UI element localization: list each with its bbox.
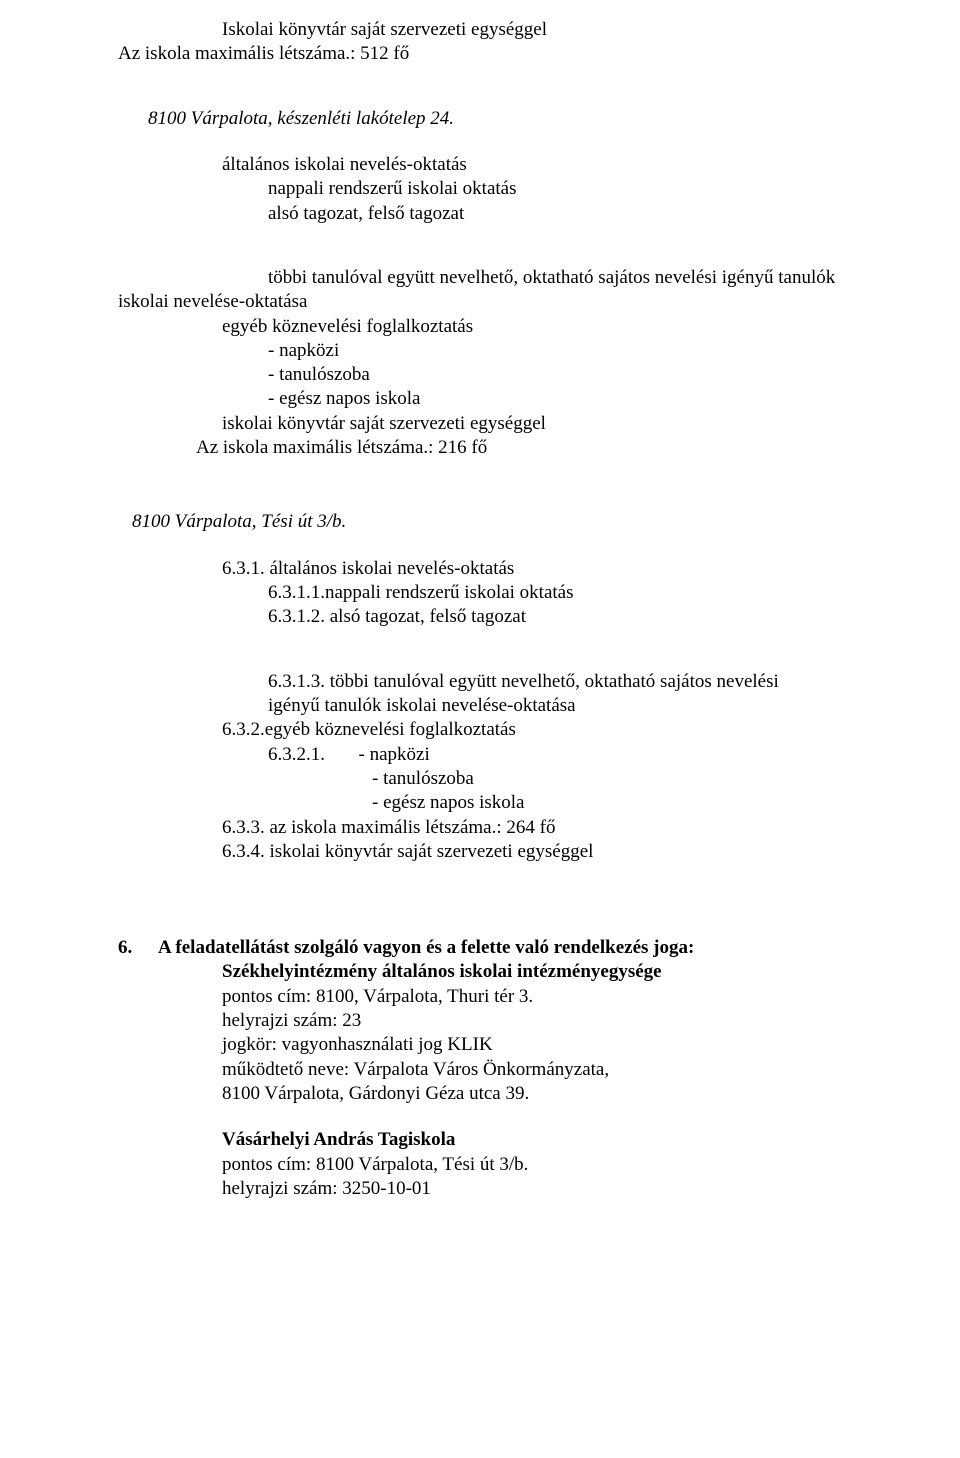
address-tesi: 8100 Várpalota, Tési út 3/b. bbox=[118, 510, 870, 534]
line-max-512: Az iskola maximális létszáma.: 512 fő bbox=[118, 42, 870, 66]
block2-line3: egyéb köznevelési foglalkoztatás bbox=[118, 315, 870, 339]
sec6-line6: 8100 Várpalota, Gárdonyi Géza utca 39. bbox=[118, 1082, 870, 1106]
address-keszenleti: 8100 Várpalota, készenléti lakótelep 24. bbox=[118, 107, 870, 131]
block2-line5: - tanulószoba bbox=[118, 363, 870, 387]
sec6-line1: Székhelyintézmény általános iskolai inté… bbox=[118, 960, 870, 984]
sec6-line3: helyrajzi szám: 23 bbox=[118, 1009, 870, 1033]
item-6-3-1-3a: 6.3.1.3. többi tanulóval együtt nevelhet… bbox=[118, 670, 870, 694]
item-6-3-1-3b: igényű tanulók iskolai nevelése-oktatása bbox=[118, 694, 870, 718]
sec6-sub-title: Vásárhelyi András Tagiskola bbox=[118, 1128, 870, 1152]
block2-line1: többi tanulóval együtt nevelhető, oktath… bbox=[118, 266, 870, 290]
item-6-3-2-1d: - egész napos iskola bbox=[118, 791, 870, 815]
item-6-3-1-1: 6.3.1.1.nappali rendszerű iskolai oktatá… bbox=[118, 581, 870, 605]
block2-line8: Az iskola maximális létszáma.: 216 fő bbox=[118, 436, 870, 460]
section-6-title: A feladatellátást szolgáló vagyon és a f… bbox=[158, 936, 870, 960]
block2-line6: - egész napos iskola bbox=[118, 387, 870, 411]
item-6-3-2-1c: - tanulószoba bbox=[118, 767, 870, 791]
item-6-3-2-1-num: 6.3.2.1. bbox=[268, 744, 325, 765]
block1-line3: alsó tagozat, felső tagozat bbox=[118, 202, 870, 226]
sec6-line5: működtető neve: Várpalota Város Önkormán… bbox=[118, 1058, 870, 1082]
item-6-3-2: 6.3.2.egyéb köznevelési foglalkoztatás bbox=[118, 718, 870, 742]
block1-line2: nappali rendszerű iskolai oktatás bbox=[118, 177, 870, 201]
section-6-number: 6. bbox=[118, 936, 158, 960]
item-6-3-1: 6.3.1. általános iskolai nevelés-oktatás bbox=[118, 557, 870, 581]
section-6-header: 6. A feladatellátást szolgáló vagyon és … bbox=[118, 936, 870, 960]
block1-line1: általános iskolai nevelés-oktatás bbox=[118, 153, 870, 177]
item-6-3-1-2: 6.3.1.2. alsó tagozat, felső tagozat bbox=[118, 605, 870, 629]
block2-line7: iskolai könyvtár saját szervezeti egység… bbox=[118, 412, 870, 436]
sec6-sub-line2: helyrajzi szám: 3250-10-01 bbox=[118, 1177, 870, 1201]
block2-line2: iskolai nevelése-oktatása bbox=[118, 290, 870, 314]
item-6-3-2-1-txt: - napközi bbox=[359, 744, 430, 765]
sec6-line4: jogkör: vagyonhasználati jog KLIK bbox=[118, 1033, 870, 1057]
item-6-3-4: 6.3.4. iskolai könyvtár saját szervezeti… bbox=[118, 840, 870, 864]
line-library: Iskolai könyvtár saját szervezeti egység… bbox=[118, 18, 870, 42]
item-6-3-3: 6.3.3. az iskola maximális létszáma.: 26… bbox=[118, 816, 870, 840]
block2-line4: - napközi bbox=[118, 339, 870, 363]
item-6-3-2-1: 6.3.2.1. - napközi bbox=[118, 743, 870, 767]
sec6-sub-line1: pontos cím: 8100 Várpalota, Tési út 3/b. bbox=[118, 1153, 870, 1177]
sec6-line2: pontos cím: 8100, Várpalota, Thuri tér 3… bbox=[118, 985, 870, 1009]
